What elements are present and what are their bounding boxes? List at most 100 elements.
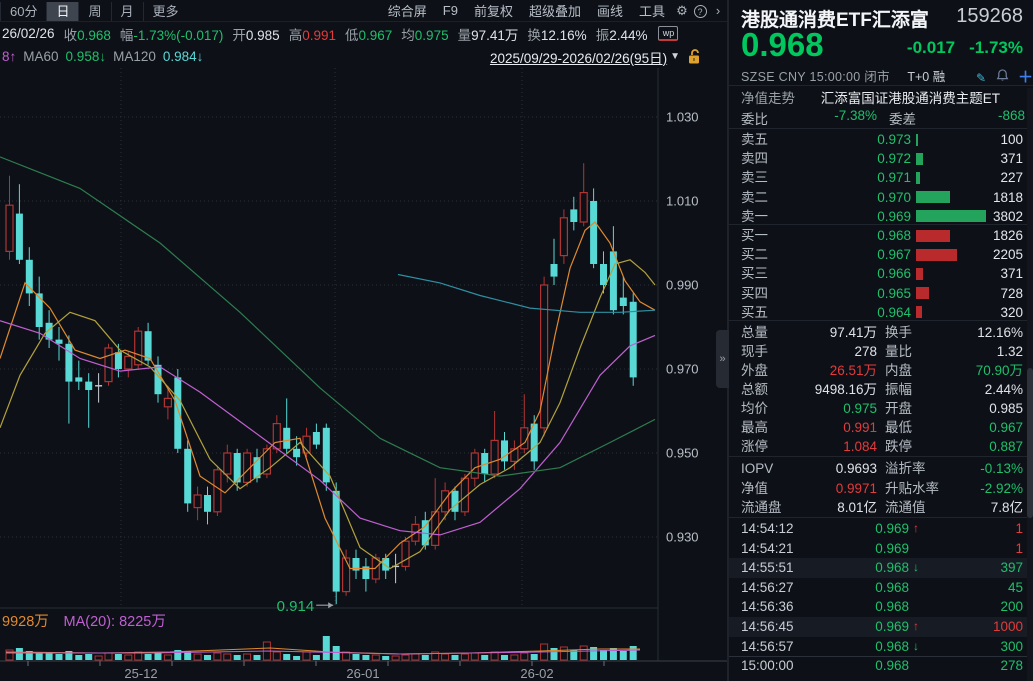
stat-label: 流通盘 bbox=[741, 500, 782, 516]
weicha-label: 委差 bbox=[889, 112, 916, 127]
book-volume-bar bbox=[916, 171, 921, 184]
scrollbar-thumb[interactable] bbox=[1027, 368, 1033, 518]
stat-label: 均价 bbox=[741, 401, 768, 416]
volume-ma-label: MA(20): 8225万 bbox=[64, 614, 166, 630]
x-axis-label: 26-02 bbox=[520, 666, 553, 681]
MA10-line bbox=[0, 259, 656, 570]
weibi-value: -7.38% bbox=[834, 108, 877, 123]
period-tab-日[interactable]: 日 bbox=[46, 2, 79, 21]
add-to-watchlist-icon[interactable]: ＋ bbox=[1017, 69, 1033, 86]
stat-value: 1.084 bbox=[843, 439, 877, 454]
period-tab-60分[interactable]: 60分 bbox=[0, 2, 47, 21]
book-row-卖五[interactable]: 卖五 0.973 100 bbox=[729, 130, 1033, 149]
menu-item-综合屏[interactable]: 综合屏 bbox=[387, 4, 427, 19]
market-status-row: SZSE CNY 15:00:00 闭市 T+0 融 ✎ ＋ bbox=[741, 66, 1033, 86]
chevron-right-icon[interactable]: › bbox=[715, 3, 721, 18]
fund-full-name: 汇添富国证港股通消费主题ET bbox=[820, 91, 1001, 106]
y-axis-label: 0.970 bbox=[666, 362, 699, 377]
book-row-卖一[interactable]: 卖一 0.969 3802 bbox=[729, 207, 1033, 226]
stat-label: 最高 bbox=[741, 420, 768, 435]
tick-down-arrow-icon: ↓ bbox=[913, 560, 919, 575]
stat-label: 涨停 bbox=[741, 439, 768, 454]
stat-row-总量: 总量 97.41万 换手 12.16% bbox=[729, 323, 1033, 342]
tick-price: 0.968 bbox=[875, 638, 909, 654]
ma-legend-row: 8↑ MA60 0.958↓ MA120 0.984↓ 2025/09/29-2026/… bbox=[0, 45, 727, 68]
menu-item-工具[interactable]: 工具 bbox=[638, 4, 665, 19]
stat-row-最高: 最高 0.991 最低 0.967 bbox=[729, 418, 1033, 437]
x-axis-label: 26-01 bbox=[346, 666, 379, 681]
tick-row[interactable]: 14:56:57 0.968 ↓ 300 bbox=[729, 637, 1033, 657]
last-price: 0.968 bbox=[741, 26, 824, 63]
tick-row[interactable]: 14:56:27 0.968 45 bbox=[729, 578, 1033, 598]
gear-icon[interactable]: ⚙ bbox=[676, 2, 688, 18]
book-row-买五[interactable]: 买五 0.964 320 bbox=[729, 303, 1033, 322]
book-level-label: 买四 bbox=[741, 285, 768, 301]
market-session-label: SZSE CNY 15:00:00 闭市 bbox=[741, 70, 890, 84]
tick-volume: 397 bbox=[1000, 560, 1023, 576]
book-volume-bar bbox=[916, 191, 950, 204]
period-tab-月[interactable]: 月 bbox=[110, 2, 143, 21]
menu-item-画线[interactable]: 画线 bbox=[596, 4, 623, 19]
panel-scrollbar[interactable] bbox=[1027, 88, 1033, 681]
book-volume-bar bbox=[916, 248, 957, 261]
book-level-label: 卖四 bbox=[741, 151, 768, 167]
tick-price: 0.968 bbox=[875, 560, 909, 576]
book-volume: 320 bbox=[1000, 304, 1023, 320]
book-price: 0.973 bbox=[877, 132, 911, 147]
stat-label: 跌停 bbox=[885, 439, 912, 454]
edit-icon[interactable]: ✎ bbox=[975, 71, 987, 85]
tick-volume: 45 bbox=[1007, 579, 1023, 595]
period-tab-更多[interactable]: 更多 bbox=[142, 2, 188, 21]
book-row-卖二[interactable]: 卖二 0.970 1818 bbox=[729, 188, 1033, 207]
stat-均: 均0.975 bbox=[401, 27, 449, 43]
tick-row[interactable]: 14:55:51 0.968 ↓ 397 bbox=[729, 558, 1033, 578]
stat-row-流通盘: 流通盘 8.01亿 流通值 7.8亿 bbox=[729, 498, 1033, 517]
book-row-买二[interactable]: 买二 0.967 2205 bbox=[729, 245, 1033, 264]
panel-collapse-handle[interactable]: » bbox=[716, 330, 729, 388]
book-volume: 3802 bbox=[992, 208, 1023, 224]
stat-收: 收0.968 bbox=[63, 27, 111, 43]
annotation-arrow-icon bbox=[328, 602, 334, 609]
help-icon[interactable]: ? bbox=[691, 3, 709, 18]
menu-item-F9[interactable]: F9 bbox=[442, 3, 458, 18]
book-volume: 371 bbox=[1000, 151, 1023, 167]
menu-item-超级叠加[interactable]: 超级叠加 bbox=[528, 4, 581, 19]
stat-value: 8.01亿 bbox=[837, 500, 877, 516]
nav-fund-row[interactable]: 净值走势 汇添富国证港股通消费主题ET bbox=[741, 87, 1027, 107]
period-tab-周[interactable]: 周 bbox=[78, 2, 111, 21]
stat-row-均价: 均价 0.975 开盘 0.985 bbox=[729, 399, 1033, 418]
tick-time: 14:54:21 bbox=[741, 540, 794, 556]
unlock-icon[interactable] bbox=[687, 49, 701, 64]
tick-row[interactable]: 14:54:21 0.969 1 bbox=[729, 539, 1033, 559]
alert-bell-icon[interactable] bbox=[996, 69, 1009, 85]
stat-value: 97.41万 bbox=[829, 325, 877, 340]
book-row-卖三[interactable]: 卖三 0.971 227 bbox=[729, 168, 1033, 187]
book-row-买四[interactable]: 买四 0.965 728 bbox=[729, 284, 1033, 303]
stat-label: 外盘 bbox=[741, 363, 768, 378]
book-price: 0.970 bbox=[877, 189, 911, 205]
tick-row[interactable]: 14:56:36 0.968 200 bbox=[729, 597, 1033, 617]
book-price: 0.964 bbox=[877, 304, 911, 320]
tick-time: 14:56:27 bbox=[741, 579, 794, 595]
stat-振: 振2.44% bbox=[595, 27, 648, 43]
stat-label: 最低 bbox=[885, 420, 912, 435]
tick-row[interactable]: 14:56:45 0.969 ↑ 1000 bbox=[729, 617, 1033, 637]
chevron-down-icon[interactable]: ▼ bbox=[670, 51, 680, 62]
stat-value: -0.13% bbox=[980, 461, 1023, 476]
tick-row[interactable]: 14:54:12 0.969 ↑ 1 bbox=[729, 519, 1033, 539]
tick-row[interactable]: 15:00:00 0.968 278 bbox=[729, 656, 1033, 676]
wencai-icon[interactable]: wp bbox=[658, 26, 679, 41]
tick-price: 0.968 bbox=[875, 579, 909, 595]
date-range-selector[interactable]: 2025/09/29-2026/02/26(95日) bbox=[489, 50, 668, 66]
stat-value: 0.9693 bbox=[835, 461, 877, 476]
stat-换: 换12.16% bbox=[527, 27, 587, 43]
stock-code: 159268 bbox=[956, 5, 1023, 27]
book-row-买三[interactable]: 买三 0.966 371 bbox=[729, 264, 1033, 283]
book-price: 0.965 bbox=[877, 285, 911, 301]
candlestick-chart[interactable]: 1.030 1.010 0.990 0.970 0.950 0.930 25-12 26-01… bbox=[0, 68, 727, 681]
chart-svg: 1.030 1.010 0.990 0.970 0.950 0.930 25-12 26-01… bbox=[0, 68, 727, 681]
tick-price: 0.969 bbox=[875, 619, 909, 634]
book-row-卖四[interactable]: 卖四 0.972 371 bbox=[729, 149, 1033, 168]
menu-item-前复权[interactable]: 前复权 bbox=[473, 4, 513, 19]
book-row-买一[interactable]: 买一 0.968 1826 bbox=[729, 226, 1033, 245]
